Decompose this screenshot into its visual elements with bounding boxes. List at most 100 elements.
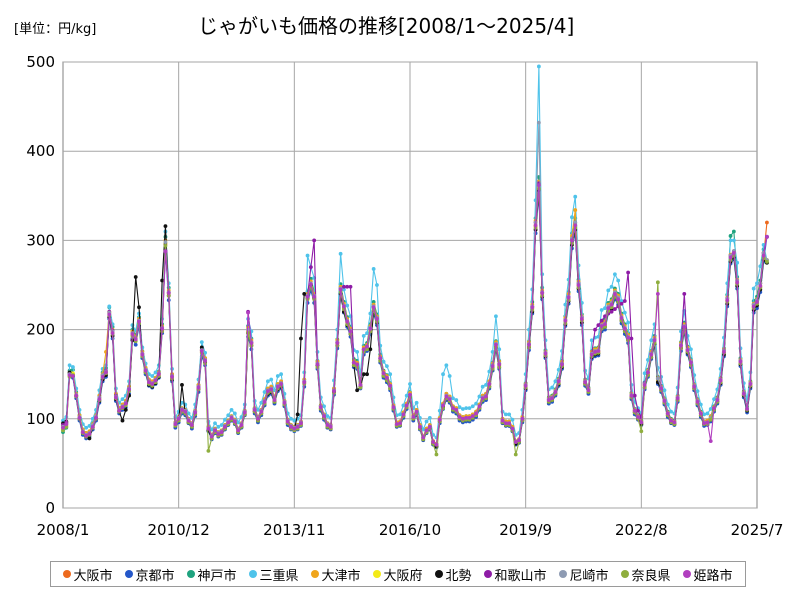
data-point [708,407,713,411]
data-point [418,424,422,429]
data-point [153,378,158,383]
series-line-10 [62,184,768,446]
data-point [308,265,313,270]
data-point [269,387,274,392]
data-point [735,260,740,265]
legend-marker-icon [187,570,196,578]
data-point [550,396,555,401]
legend-item: 三重県 [249,565,299,584]
data-point [216,424,221,429]
data-point [77,416,82,420]
data-point [573,194,578,199]
data-point [599,308,604,312]
data-point [265,389,270,394]
data-point [431,440,436,444]
data-point [358,383,363,387]
legend-item: 京都市 [125,565,175,584]
data-point [672,420,677,425]
data-point [576,283,581,287]
data-point [325,414,330,419]
y-tick-label: 400 [26,142,55,160]
data-point [454,407,459,412]
data-point [689,360,693,365]
data-point [226,420,231,425]
data-point [447,397,452,402]
data-point [209,434,214,439]
data-point [90,424,95,429]
data-point [708,417,713,422]
data-point [348,329,353,334]
data-point [758,264,763,269]
data-point [163,224,168,229]
data-point [507,421,512,426]
data-point [612,272,617,277]
data-point [147,380,151,385]
data-point [589,338,594,343]
data-point [662,399,667,403]
data-point [371,305,376,310]
data-point [546,398,551,402]
data-point [375,283,379,287]
data-point [669,409,673,414]
x-tick-label: 2019/9 [499,521,552,539]
data-point [758,283,763,288]
legend-marker-icon [683,570,692,578]
data-point [150,382,155,386]
data-point [342,304,346,309]
data-point [606,288,611,293]
legend-marker-icon [63,570,72,578]
data-point [71,365,75,369]
data-point [127,387,131,392]
data-point [609,302,614,307]
data-point [609,309,614,314]
data-point [484,394,488,399]
data-point [113,395,118,400]
legend-label: 大阪府 [383,568,423,584]
data-point [74,393,79,398]
data-point [460,416,465,421]
legend-label: 大阪市 [73,568,113,584]
data-point [583,380,588,385]
data-point [427,424,432,429]
data-point [543,351,548,356]
data-point [563,318,568,323]
data-point [467,406,472,410]
data-point [87,432,92,436]
y-tick-label: 200 [26,321,55,339]
data-point [639,420,644,425]
data-point [368,347,373,352]
data-point [705,411,710,416]
data-point [312,294,317,299]
data-point [110,331,115,336]
data-point [646,358,650,362]
data-point [507,412,512,417]
data-point [166,291,171,295]
data-point [388,383,393,388]
data-point [342,287,346,292]
data-point [474,411,478,416]
data-point [130,332,135,336]
legend-item: 尼崎市 [559,565,609,584]
data-point [751,304,756,309]
data-point [487,382,492,386]
data-point [143,368,148,373]
data-point [272,388,277,393]
data-point [232,419,237,424]
data-point [365,344,369,349]
data-point [282,400,287,405]
data-point [120,397,125,402]
data-point [642,383,647,387]
data-point [173,422,178,427]
data-point [94,416,98,420]
data-point [596,323,601,328]
data-point [447,374,452,378]
data-point [563,302,568,307]
data-point [345,303,350,308]
data-point [401,403,406,408]
data-point [765,220,769,225]
data-point [702,412,707,417]
legend-marker-icon [559,570,568,578]
legend-item: 奈良県 [621,565,671,584]
data-point [593,350,597,354]
legend-label: 三重県 [259,568,299,584]
